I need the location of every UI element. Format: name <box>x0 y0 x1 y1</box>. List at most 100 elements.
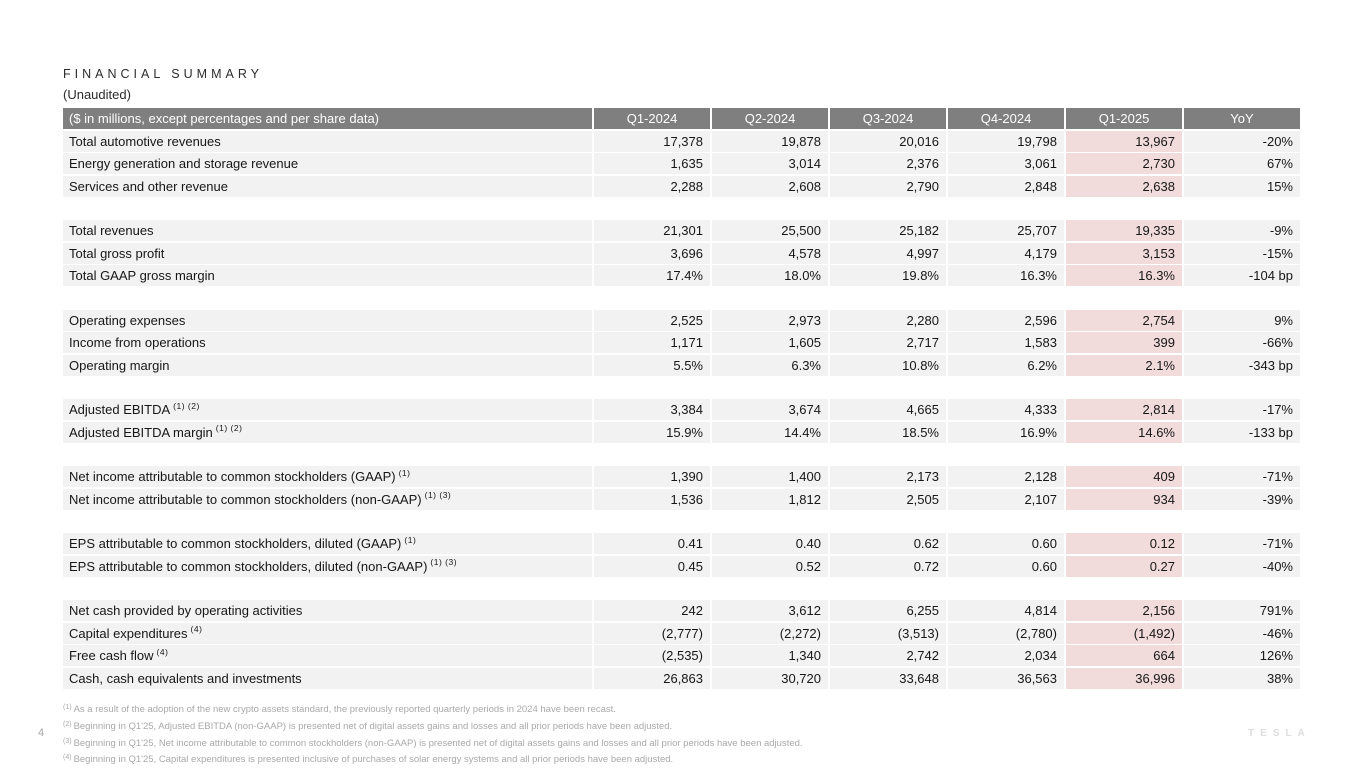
cell-q3-2024: 4,665 <box>830 399 946 420</box>
cell-q2-2024: 25,500 <box>712 220 828 241</box>
footnote-number: (2) <box>63 720 72 728</box>
table-row: Services and other revenue 2,288 2,608 2,79… <box>63 175 1302 197</box>
row-label: Adjusted EBITDA (1) (2) <box>63 399 592 420</box>
cell-q1-2024: 1,635 <box>594 153 710 174</box>
cell-q4-2024: 19,798 <box>948 130 1064 152</box>
footnote: (2) Beginning in Q1'25, Adjusted EBITDA (… <box>63 720 673 732</box>
cell-q1-2025: 16.3% <box>1066 265 1182 286</box>
column-header-q1-2025: Q1-2025 <box>1066 108 1182 129</box>
footnote-reference: (1) (2) <box>215 423 243 433</box>
table-row: Total GAAP gross margin 17.4% 18.0% 19.8% 16… <box>63 265 1302 286</box>
cell-q4-2024: 16.3% <box>948 265 1064 286</box>
cell-q3-2024: 4,997 <box>830 242 946 264</box>
table-row: Net cash provided by operating activitie… <box>63 600 1302 621</box>
row-label: Net cash provided by operating activitie… <box>63 600 592 621</box>
row-label: Income from operations <box>63 332 592 353</box>
cell-q2-2024: 1,400 <box>712 466 828 487</box>
row-label: Energy generation and storage revenue <box>63 153 592 174</box>
cell-yoy: 791% <box>1184 600 1300 621</box>
row-label: Net income attributable to common stockh… <box>63 466 592 487</box>
row-label: EPS attributable to common stockholders,… <box>63 533 592 554</box>
footnote: (3) Beginning in Q1'25, Net income attrib… <box>63 737 803 749</box>
footnote-reference: (1) (3) <box>424 490 452 500</box>
table-row: EPS attributable to common stockholders,… <box>63 555 1302 577</box>
cell-q4-2024: (2,780) <box>948 622 1064 644</box>
cell-q1-2024: 3,696 <box>594 242 710 264</box>
cell-q1-2024: 15.9% <box>594 421 710 443</box>
cell-q2-2024: 3,674 <box>712 399 828 420</box>
cell-q3-2024: (3,513) <box>830 622 946 644</box>
row-label: Services and other revenue <box>63 175 592 197</box>
table-row: Total automotive revenues 17,378 19,878 20,… <box>63 130 1302 152</box>
cell-q3-2024: 2,790 <box>830 175 946 197</box>
cell-q4-2024: 2,034 <box>948 645 1064 666</box>
cell-yoy: 67% <box>1184 153 1300 174</box>
cell-q1-2024: 5.5% <box>594 354 710 376</box>
footnotes: (1) As a result of the adoption of the ne… <box>63 702 803 769</box>
cell-q1-2025: 2,156 <box>1066 600 1182 621</box>
cell-q3-2024: 2,173 <box>830 466 946 487</box>
cell-yoy: 38% <box>1184 667 1300 689</box>
cell-q4-2024: 2,848 <box>948 175 1064 197</box>
table-row: Operating expenses 2,525 2,973 2,280 2,596 2,… <box>63 309 1302 331</box>
cell-yoy: -20% <box>1184 130 1300 152</box>
row-label: Operating margin <box>63 354 592 376</box>
cell-q2-2024: 3,612 <box>712 600 828 621</box>
cell-q1-2025: 19,335 <box>1066 220 1182 241</box>
section-gap <box>63 444 1302 466</box>
cell-yoy: 126% <box>1184 645 1300 666</box>
cell-q1-2024: 26,863 <box>594 667 710 689</box>
table-row: Adjusted EBITDA margin (1) (2) 15.9% 14.4% 1… <box>63 421 1302 443</box>
cell-q1-2025: 409 <box>1066 466 1182 487</box>
financial-summary-table: ($ in millions, except percentages and p… <box>63 108 1302 690</box>
row-label: Cash, cash equivalents and investments <box>63 667 592 689</box>
column-header-yoy: YoY <box>1184 108 1300 129</box>
cell-q3-2024: 2,742 <box>830 645 946 666</box>
section-gap <box>63 198 1302 220</box>
cell-q1-2025: 0.27 <box>1066 555 1182 577</box>
cell-yoy: -71% <box>1184 533 1300 554</box>
table-row: Net income attributable to common stockh… <box>63 488 1302 510</box>
cell-q1-2025: 664 <box>1066 645 1182 666</box>
cell-q2-2024: 0.40 <box>712 533 828 554</box>
footnote: (4) Beginning in Q1'25, Capital expenditu… <box>63 754 674 766</box>
cell-q1-2024: (2,535) <box>594 645 710 666</box>
row-label: EPS attributable to common stockholders,… <box>63 555 592 577</box>
cell-q1-2025: 2.1% <box>1066 354 1182 376</box>
cell-yoy: -104 bp <box>1184 265 1300 286</box>
cell-q4-2024: 4,179 <box>948 242 1064 264</box>
tesla-logo: TESLA <box>1248 728 1311 739</box>
footnote: (1) As a result of the adoption of the ne… <box>63 704 616 715</box>
cell-q3-2024: 10.8% <box>830 354 946 376</box>
row-label: Net income attributable to common stockh… <box>63 488 592 510</box>
cell-q1-2025: 36,996 <box>1066 667 1182 689</box>
footnote-number: (1) <box>63 704 72 711</box>
cell-q1-2025: 14.6% <box>1066 421 1182 443</box>
cell-yoy: 9% <box>1184 309 1300 331</box>
cell-q4-2024: 4,814 <box>948 600 1064 621</box>
cell-q2-2024: 4,578 <box>712 242 828 264</box>
footnote-number: (3) <box>63 737 72 745</box>
cell-q4-2024: 1,583 <box>948 332 1064 353</box>
footnote-reference: (4) <box>156 646 169 657</box>
page-number: 4 <box>38 727 45 739</box>
cell-yoy: -133 bp <box>1184 421 1300 443</box>
cell-q4-2024: 0.60 <box>948 533 1064 554</box>
row-label: Capital expenditures (4) <box>63 622 592 644</box>
cell-yoy: -40% <box>1184 555 1300 577</box>
table-row: Adjusted EBITDA (1) (2) 3,384 3,674 4,665 4,3… <box>63 399 1302 420</box>
cell-q3-2024: 2,280 <box>830 309 946 331</box>
cell-q2-2024: 1,340 <box>712 645 828 666</box>
cell-q2-2024: 18.0% <box>712 265 828 286</box>
cell-q3-2024: 0.72 <box>830 555 946 577</box>
cell-q2-2024: (2,272) <box>712 622 828 644</box>
cell-q1-2025: 0.12 <box>1066 533 1182 554</box>
cell-yoy: -17% <box>1184 399 1300 420</box>
table-header-label: ($ in millions, except percentages and p… <box>63 108 592 129</box>
cell-q1-2025: 2,814 <box>1066 399 1182 420</box>
cell-q3-2024: 19.8% <box>830 265 946 286</box>
footnote-reference: (1) (3) <box>430 557 458 567</box>
cell-q1-2024: 1,390 <box>594 466 710 487</box>
section-gap <box>63 578 1302 600</box>
footnote-reference: (4) <box>190 624 203 634</box>
